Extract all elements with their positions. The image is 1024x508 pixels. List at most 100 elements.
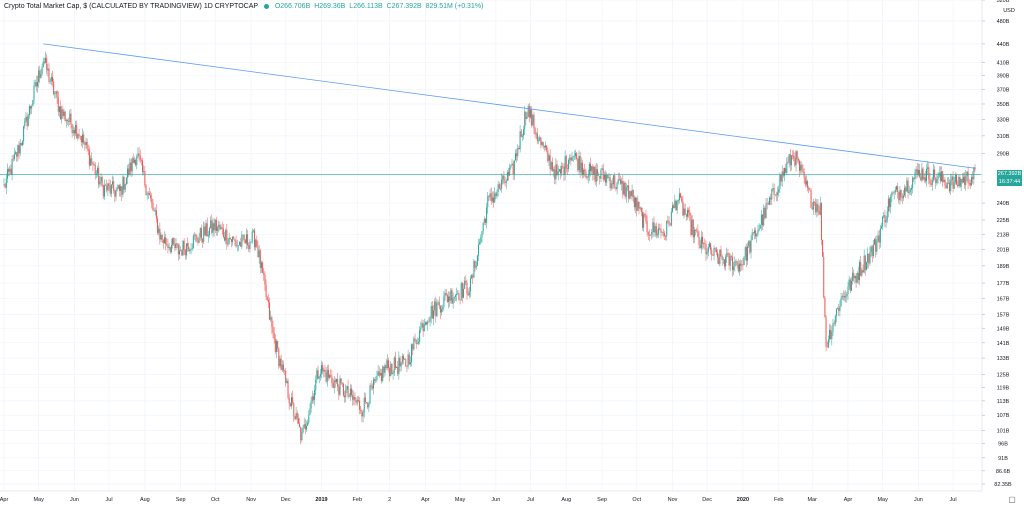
candle-body (782, 171, 784, 176)
candle-body (898, 192, 900, 201)
candle-body (637, 201, 639, 211)
candle-body (580, 162, 582, 173)
candle-body (24, 120, 26, 127)
candle-body (5, 178, 7, 188)
candle-body (140, 160, 142, 161)
candle-body (33, 85, 35, 101)
chart-settings-icon[interactable]: ▢ (1008, 495, 1016, 504)
time-tick-label: Dec (702, 497, 712, 503)
candle-body (954, 174, 956, 183)
candle-body (98, 167, 100, 185)
candle-body (538, 140, 540, 141)
candle-body (715, 248, 717, 253)
candle-body (383, 366, 385, 373)
candle-body (965, 175, 967, 185)
candle-body (143, 171, 145, 172)
candle-body (532, 114, 534, 126)
candle-body (354, 396, 356, 401)
price-tick-label: 113B (997, 399, 1010, 405)
candle-body (809, 189, 811, 191)
price-axis[interactable]: USD 520B 480B 440B 410B 390B 370B 350B 330B 310B 2… (982, 0, 1015, 488)
candle-body (561, 166, 563, 174)
candle-body (442, 306, 444, 310)
candle-body (230, 239, 232, 243)
candle-series[interactable] (3, 51, 976, 445)
candle-body (830, 329, 832, 340)
time-tick-label: May (33, 497, 44, 503)
trend-line[interactable] (43, 43, 976, 169)
candle-body (414, 338, 416, 340)
candle-body (38, 70, 40, 82)
candle-body (424, 322, 426, 325)
candle-body (541, 142, 543, 145)
candle-body (546, 145, 548, 151)
candle-body (949, 182, 951, 192)
candle-body (334, 380, 336, 383)
candle-body (456, 293, 458, 296)
candle-body (329, 375, 331, 378)
candle-body (244, 239, 246, 244)
candle-body (385, 365, 387, 369)
candle-body (217, 227, 219, 231)
candle-body (144, 171, 146, 186)
candle-body (67, 120, 69, 121)
candle-body (506, 172, 508, 181)
candle-body (966, 171, 968, 176)
candle-body (16, 152, 18, 157)
candle-body (670, 211, 672, 226)
candle-body (254, 230, 256, 248)
candle-body (570, 157, 572, 161)
candle-body (605, 174, 607, 183)
grid (0, 0, 982, 491)
candle-body (221, 227, 223, 229)
price-tick-label: 167B (997, 296, 1010, 302)
candle-body (952, 176, 954, 189)
candle-body (105, 185, 107, 186)
candle-body (129, 162, 131, 176)
candle-body (498, 184, 500, 189)
candle-body (113, 181, 115, 191)
time-axis[interactable]: Apr May Jun Jul Aug Sep Oct Nov Dec 2019 Feb 2 Apr Ma… (0, 497, 957, 503)
candle-body (155, 210, 157, 219)
candle-body (115, 190, 117, 197)
candle-body (516, 153, 518, 157)
candle-body (449, 296, 451, 301)
candle-body (829, 329, 831, 340)
candle-body (625, 187, 627, 197)
candle-body (703, 243, 705, 244)
candle-body (166, 244, 168, 245)
candle-body (479, 241, 481, 245)
price-tick-label: 91B (998, 456, 1008, 462)
candle-body (577, 158, 579, 171)
candle-body (303, 424, 305, 428)
candle-body (15, 152, 17, 154)
candle-body (756, 233, 758, 237)
candle-body (601, 168, 603, 171)
candle-body (9, 168, 11, 172)
candle-body (371, 386, 373, 389)
candle-body (316, 370, 318, 380)
candle-body (793, 155, 795, 159)
candle-body (677, 200, 679, 202)
candle-body (641, 211, 643, 228)
candle-body (407, 354, 409, 367)
candle-body (255, 239, 257, 248)
candle-body (650, 234, 652, 236)
time-tick-label: Nov (668, 497, 678, 503)
candle-body (705, 243, 707, 255)
candle-body (88, 150, 90, 166)
price-tick-label: 119B (997, 385, 1010, 391)
candle-body (65, 120, 67, 122)
candle-body (946, 183, 948, 189)
candle-body (540, 137, 542, 145)
candle-body (685, 214, 687, 217)
ohlc-change: 829.51M (+0.31%) (425, 3, 484, 10)
candle-body (711, 250, 713, 256)
candle-body (706, 252, 708, 255)
candle-body (369, 385, 371, 404)
candle-body (83, 134, 85, 144)
candle-body (835, 308, 837, 316)
candle-body (168, 247, 170, 248)
candle-body (511, 163, 513, 166)
